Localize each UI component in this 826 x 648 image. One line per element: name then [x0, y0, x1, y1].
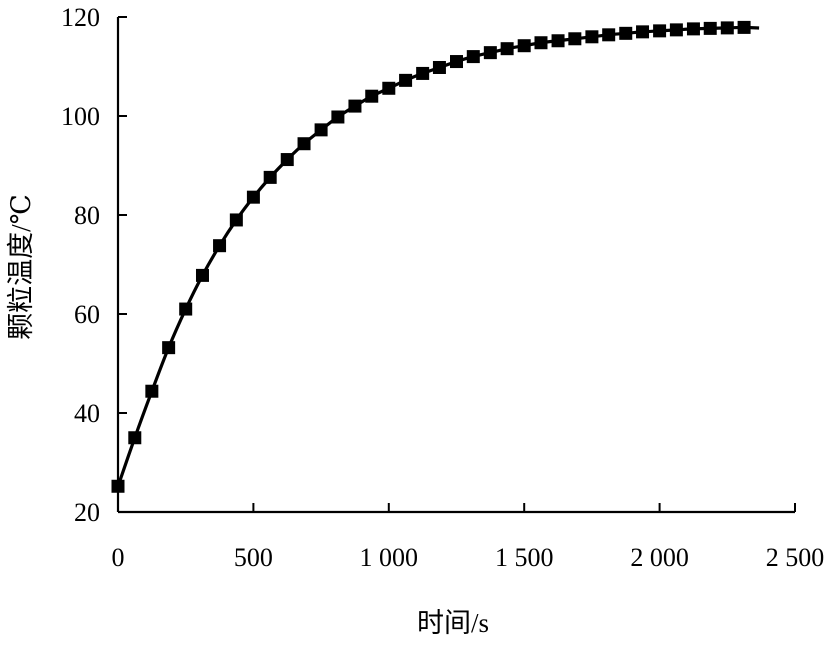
data-point-marker	[229, 213, 243, 227]
data-point-marker	[145, 384, 159, 398]
y-tick-label: 60	[74, 300, 100, 329]
x-tick-label: 0	[112, 543, 125, 572]
x-tick-label: 1 500	[495, 543, 554, 572]
data-point-marker	[466, 50, 480, 64]
x-axis-title: 时间/s	[417, 608, 489, 638]
y-axis-title: 颗粒温度/℃	[6, 194, 36, 340]
data-point-marker	[500, 42, 514, 56]
data-point-marker	[703, 21, 717, 35]
ticks: 0 500 1 000 1 500 2 000 2 500 20 40 60 80 100 120	[61, 3, 824, 572]
data-point-marker	[432, 60, 446, 74]
y-tick-label: 80	[74, 201, 100, 230]
data-point-marker	[517, 39, 531, 53]
data-point-marker	[297, 137, 311, 151]
y-tick-label: 100	[61, 102, 100, 131]
data-point-marker	[246, 190, 260, 204]
data-point-marker	[585, 30, 599, 44]
data-point-marker	[195, 268, 209, 282]
data-point-marker	[602, 28, 616, 42]
data-point-marker	[111, 479, 125, 493]
x-tick-label: 500	[234, 543, 273, 572]
y-tick-label: 120	[61, 3, 100, 32]
data-point-marker	[568, 32, 582, 46]
data-point-marker	[280, 153, 294, 167]
data-point-marker	[636, 25, 650, 39]
data-point-marker	[399, 73, 413, 87]
y-tick-label: 20	[74, 498, 100, 527]
data-point-marker	[314, 123, 328, 137]
data-point-marker	[263, 170, 277, 184]
data-point-marker	[382, 81, 396, 95]
data-point-marker	[534, 36, 548, 50]
data-point-marker	[365, 89, 379, 103]
data-point-marker	[179, 302, 193, 316]
x-tick-label: 1 000	[360, 543, 419, 572]
data-point-marker	[619, 26, 633, 40]
axes	[116, 17, 795, 514]
data-point-marker	[450, 55, 463, 69]
y-tick-label: 40	[74, 399, 100, 428]
data-point-marker	[331, 110, 345, 124]
data-point-marker	[348, 99, 362, 113]
data-point-marker	[551, 34, 565, 48]
data-point-marker	[720, 21, 734, 35]
x-tick-label: 2 000	[630, 543, 689, 572]
data-point-marker	[686, 22, 700, 36]
data-point-marker	[213, 239, 227, 253]
x-tick-label: 2 500	[766, 543, 825, 572]
data-point-marker	[483, 46, 497, 60]
data-point-marker	[416, 66, 430, 80]
data-point-marker	[737, 20, 751, 34]
data-point-marker	[653, 24, 667, 38]
series	[111, 20, 760, 493]
data-point-marker	[128, 431, 142, 445]
data-point-marker	[162, 341, 176, 355]
data-point-marker	[669, 23, 683, 37]
series-line	[116, 25, 760, 487]
